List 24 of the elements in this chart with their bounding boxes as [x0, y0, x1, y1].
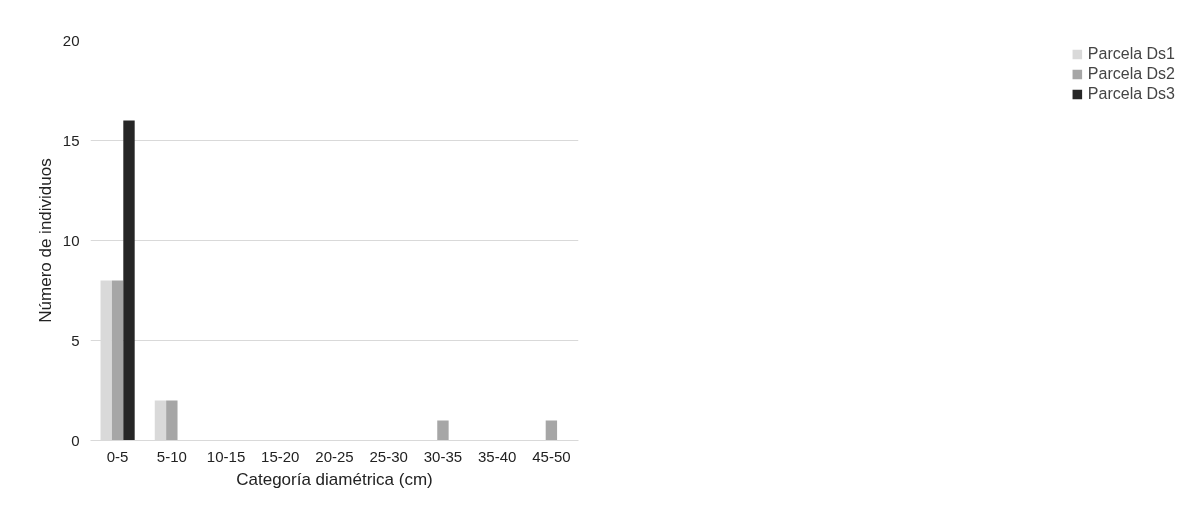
bar — [545, 420, 558, 441]
x-tick-label: 10-15 — [206, 447, 246, 465]
y-tick-label: 5 — [71, 331, 80, 349]
x-tick-label: 15-20 — [261, 447, 300, 465]
x-tick-label: 45-50 — [532, 447, 571, 465]
bar — [123, 120, 135, 441]
y-tick-label: 20 — [62, 31, 80, 49]
x-tick-label: 35-40 — [477, 447, 517, 465]
bar — [437, 420, 449, 441]
x-tick-label: 20-25 — [315, 447, 354, 465]
x-tick-label: 5-10 — [156, 447, 187, 465]
x-tick-label: 25-30 — [369, 447, 408, 465]
legend-label: Parcela Ds3 — [1087, 85, 1175, 103]
bar — [111, 280, 124, 441]
y-tick-label: 0 — [71, 431, 80, 449]
y-tick-label: 15 — [62, 131, 80, 149]
x-tick-label: 30-35 — [423, 447, 463, 465]
x-tick-label: 0-5 — [106, 447, 129, 465]
legend-label: Parcela Ds2 — [1087, 65, 1175, 83]
y-tick-label: 10 — [62, 231, 80, 249]
bar — [166, 400, 178, 441]
legend-label: Parcela Ds1 — [1087, 45, 1175, 63]
y-axis-title: Número de individuos — [35, 158, 55, 323]
x-axis-title: Categoría diamétrica (cm) — [236, 469, 433, 489]
